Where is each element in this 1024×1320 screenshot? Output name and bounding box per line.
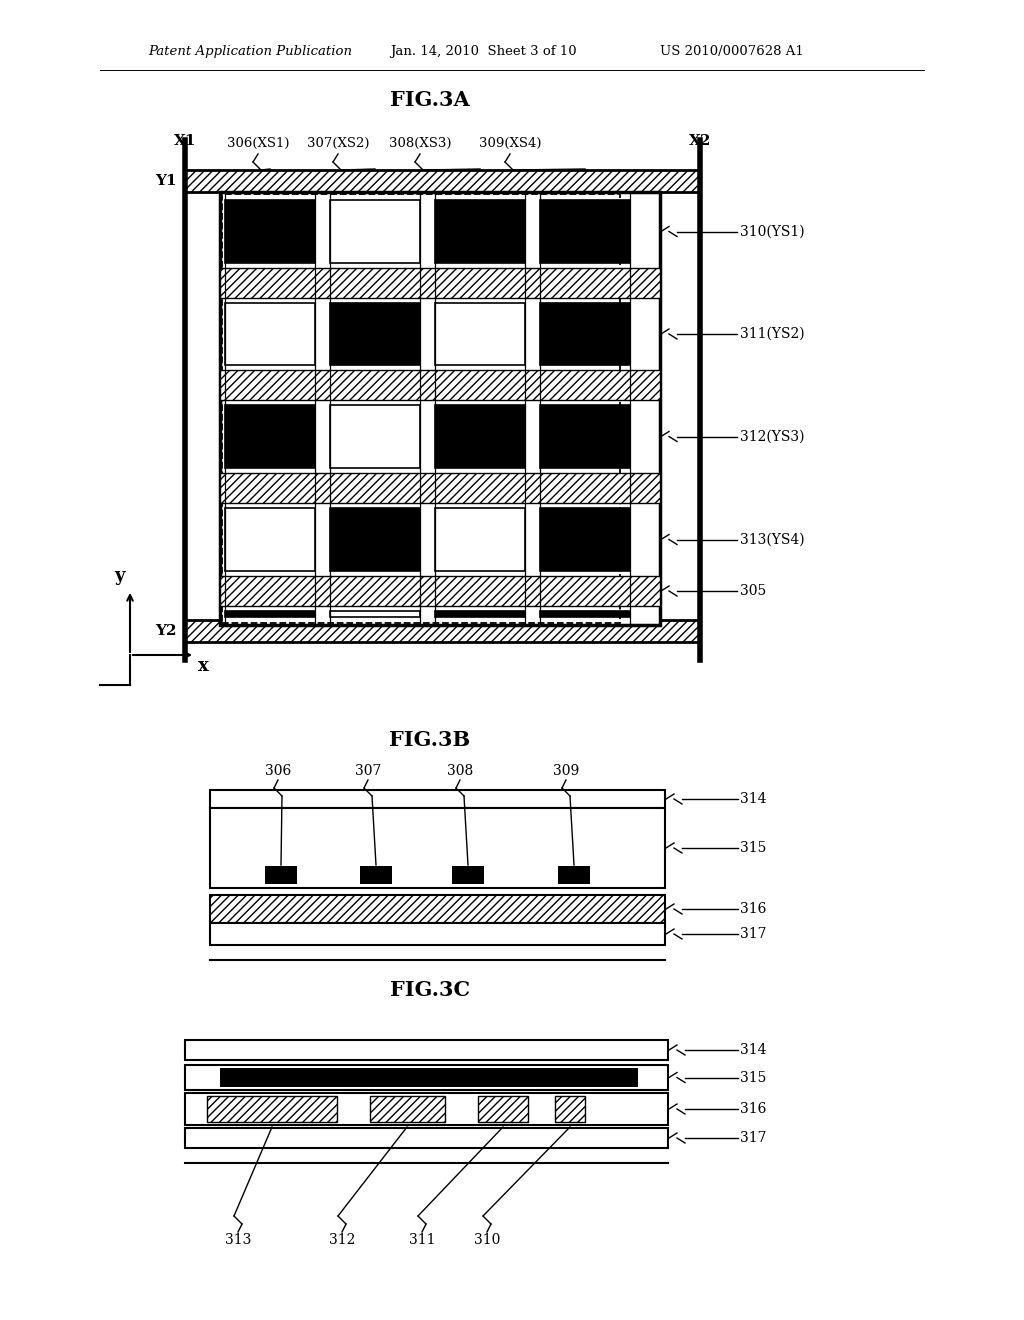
Text: x: x [198,657,209,675]
Bar [435,304,525,366]
Bar [540,508,630,572]
Bar [330,508,420,572]
Bar [220,473,660,503]
Text: 315: 315 [740,841,766,855]
Bar [220,576,660,606]
Bar [210,789,665,808]
Bar [435,405,525,469]
Text: 316: 316 [740,902,766,916]
Text: Patent Application Publication: Patent Application Publication [148,45,352,58]
Text: 313: 313 [225,1233,251,1247]
Bar [225,201,315,263]
Text: 308: 308 [446,764,473,777]
Text: 315: 315 [740,1071,766,1085]
Bar [185,1065,668,1090]
Text: 306(XS1): 306(XS1) [226,137,289,150]
Text: 311: 311 [409,1233,435,1247]
Bar [185,170,700,191]
Bar [220,370,660,400]
Text: 314: 314 [740,792,767,807]
Bar [330,201,420,263]
Text: 307: 307 [354,764,381,777]
Bar [220,268,660,298]
Bar [330,611,420,616]
Text: 317: 317 [740,1131,767,1144]
Text: Y1: Y1 [156,174,177,187]
Text: FIG.3B: FIG.3B [389,730,471,750]
Text: Jan. 14, 2010  Sheet 3 of 10: Jan. 14, 2010 Sheet 3 of 10 [390,45,577,58]
Text: FIG.3A: FIG.3A [390,90,470,110]
Bar [185,1093,668,1125]
Bar [360,866,392,884]
Text: 311(YS2): 311(YS2) [740,327,805,341]
Text: 316: 316 [740,1102,766,1115]
Bar [210,923,665,945]
Bar [225,508,315,572]
Bar [207,1096,337,1122]
Text: 317: 317 [740,927,767,941]
Bar [435,611,525,616]
Text: 313(YS4): 313(YS4) [740,532,805,546]
Bar [185,1129,668,1148]
Bar [220,1068,638,1086]
Bar [370,1096,445,1122]
Bar [540,201,630,263]
Bar [540,611,630,616]
Bar [220,191,660,624]
Text: Y2: Y2 [156,624,177,638]
Bar [210,895,665,923]
Bar [558,866,590,884]
Text: 306: 306 [265,764,291,777]
Text: 312(YS3): 312(YS3) [740,429,805,444]
Bar [435,508,525,572]
Bar [555,1096,585,1122]
Text: 312: 312 [329,1233,355,1247]
Bar [540,304,630,366]
Text: 314: 314 [740,1043,767,1057]
Bar [225,611,315,616]
Text: 310: 310 [474,1233,500,1247]
Bar [265,866,297,884]
Bar [225,304,315,366]
Bar [210,808,665,888]
Bar [540,405,630,469]
Text: 307(XS2): 307(XS2) [307,137,370,150]
Text: US 2010/0007628 A1: US 2010/0007628 A1 [660,45,804,58]
Bar [222,194,620,623]
Bar [330,405,420,469]
Text: 310(YS1): 310(YS1) [740,224,805,239]
Bar [185,620,700,642]
Text: 308(XS3): 308(XS3) [389,137,452,150]
Bar [185,1040,668,1060]
Text: 309(XS4): 309(XS4) [479,137,542,150]
Bar [478,1096,528,1122]
Text: 305: 305 [740,583,766,598]
Text: X2: X2 [689,135,712,148]
Text: y: y [115,568,125,585]
Text: X1: X1 [174,135,197,148]
Text: 309: 309 [553,764,580,777]
Bar [452,866,484,884]
Bar [330,304,420,366]
Bar [225,405,315,469]
Bar [435,201,525,263]
Text: FIG.3C: FIG.3C [390,979,470,1001]
